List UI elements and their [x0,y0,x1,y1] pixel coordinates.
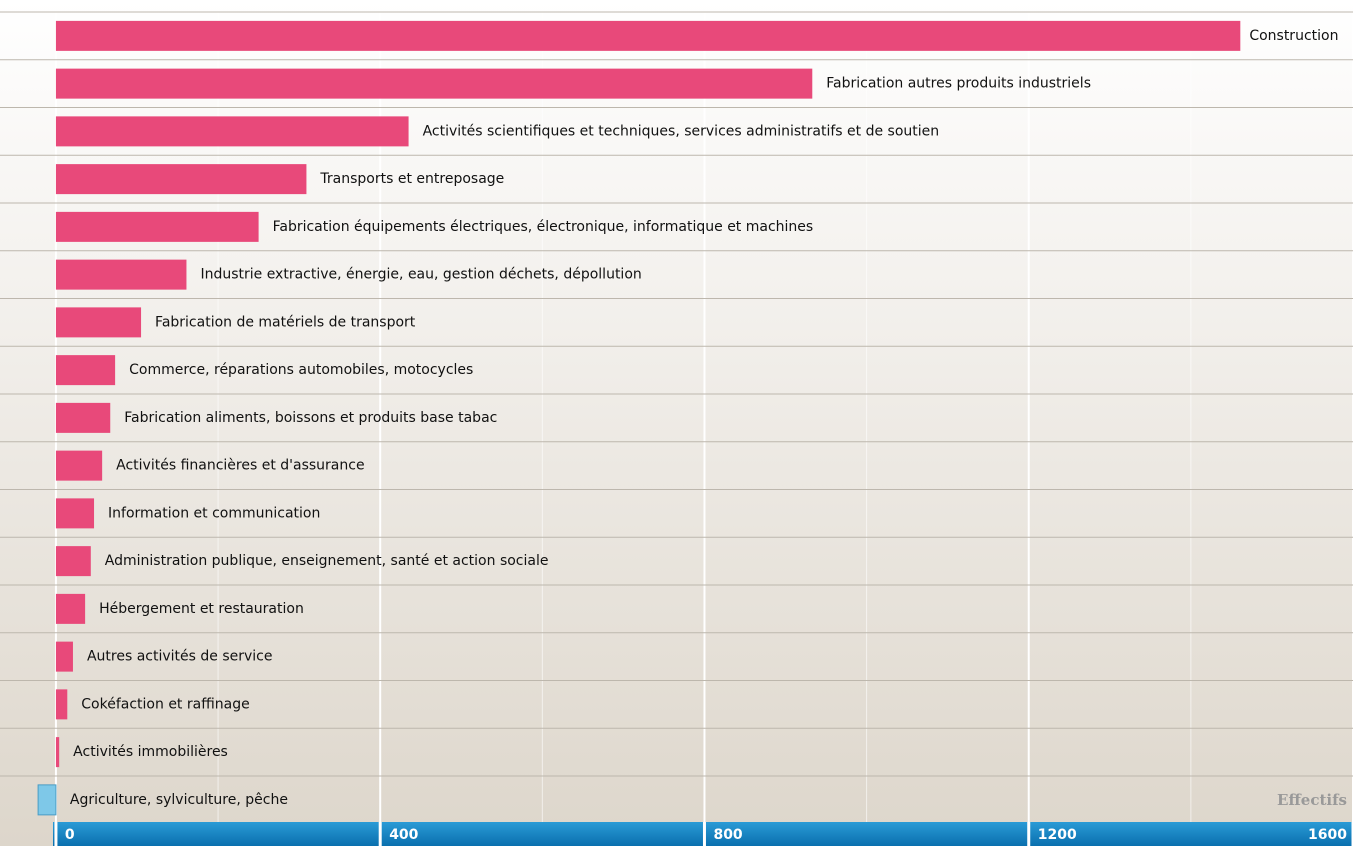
bar [55,498,95,529]
bar [55,355,116,386]
bar [55,402,111,433]
bar [55,307,142,338]
bar-label: Fabrication de matériels de transport [155,314,416,330]
bar-label: Transports et entreposage [319,171,504,187]
x-tick-label: 1200 [1038,827,1077,843]
bar [55,68,813,99]
bar [55,641,73,672]
bar-label: Autres activités de service [87,649,273,665]
bar [55,116,409,147]
bar [55,164,307,195]
bar-label: Fabrication aliments, boissons et produi… [124,410,497,426]
bar-label: Activités scientifiques et techniques, s… [423,123,940,139]
bar-label: Fabrication équipements électriques, éle… [273,219,814,235]
x-tick-label: 400 [389,827,418,843]
bar-label: Hébergement et restauration [99,601,304,617]
bar [55,259,187,290]
x-axis-label: Effectifs [1277,791,1347,809]
bar-label: Agriculture, sylviculture, pêche [70,792,288,808]
bar-label: Information et communication [108,505,320,521]
bar [55,546,91,577]
bar [55,211,259,242]
bar-label: Commerce, réparations automobiles, motoc… [129,362,473,378]
bar [55,593,86,624]
bar [55,450,103,481]
bar [55,689,68,720]
bar-label: Cokéfaction et raffinage [81,696,249,712]
x-tick-label: 1600 [1308,827,1347,843]
bar-label: Construction [1249,28,1338,44]
x-tick-label: 800 [713,827,742,843]
bar-label: Fabrication autres produits industriels [826,76,1091,92]
bar-label: Activités financières et d'assurance [116,458,364,474]
bar [55,737,60,768]
bar-label: Industrie extractive, énergie, eau, gest… [200,267,641,283]
bar [55,20,1241,51]
bar [37,784,57,816]
x-tick-label: 0 [65,827,75,843]
bar-label: Activités immobilières [73,744,228,760]
bar-label: Administration publique, enseignement, s… [105,553,549,569]
